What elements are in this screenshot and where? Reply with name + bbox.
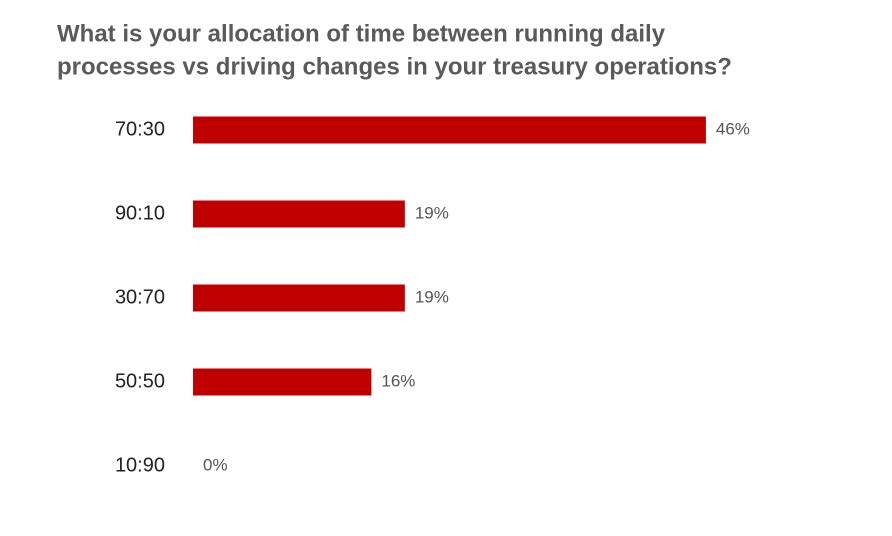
category-label: 70:30	[115, 118, 165, 140]
category-label: 90:10	[115, 202, 165, 224]
category-label: 10:90	[115, 454, 165, 476]
category-label: 50:50	[115, 370, 165, 392]
value-label: 19%	[415, 287, 449, 306]
value-label: 16%	[381, 371, 415, 390]
bar	[193, 116, 706, 144]
bar	[193, 200, 405, 228]
bar	[193, 368, 372, 396]
value-label: 19%	[415, 203, 449, 222]
value-label: 46%	[716, 119, 750, 138]
value-label: 0%	[203, 455, 228, 474]
chart-title: processes vs driving changes in your tre…	[57, 53, 732, 80]
category-label: 30:70	[115, 286, 165, 308]
bar	[193, 284, 405, 312]
chart-title: What is your allocation of time between …	[57, 20, 666, 47]
